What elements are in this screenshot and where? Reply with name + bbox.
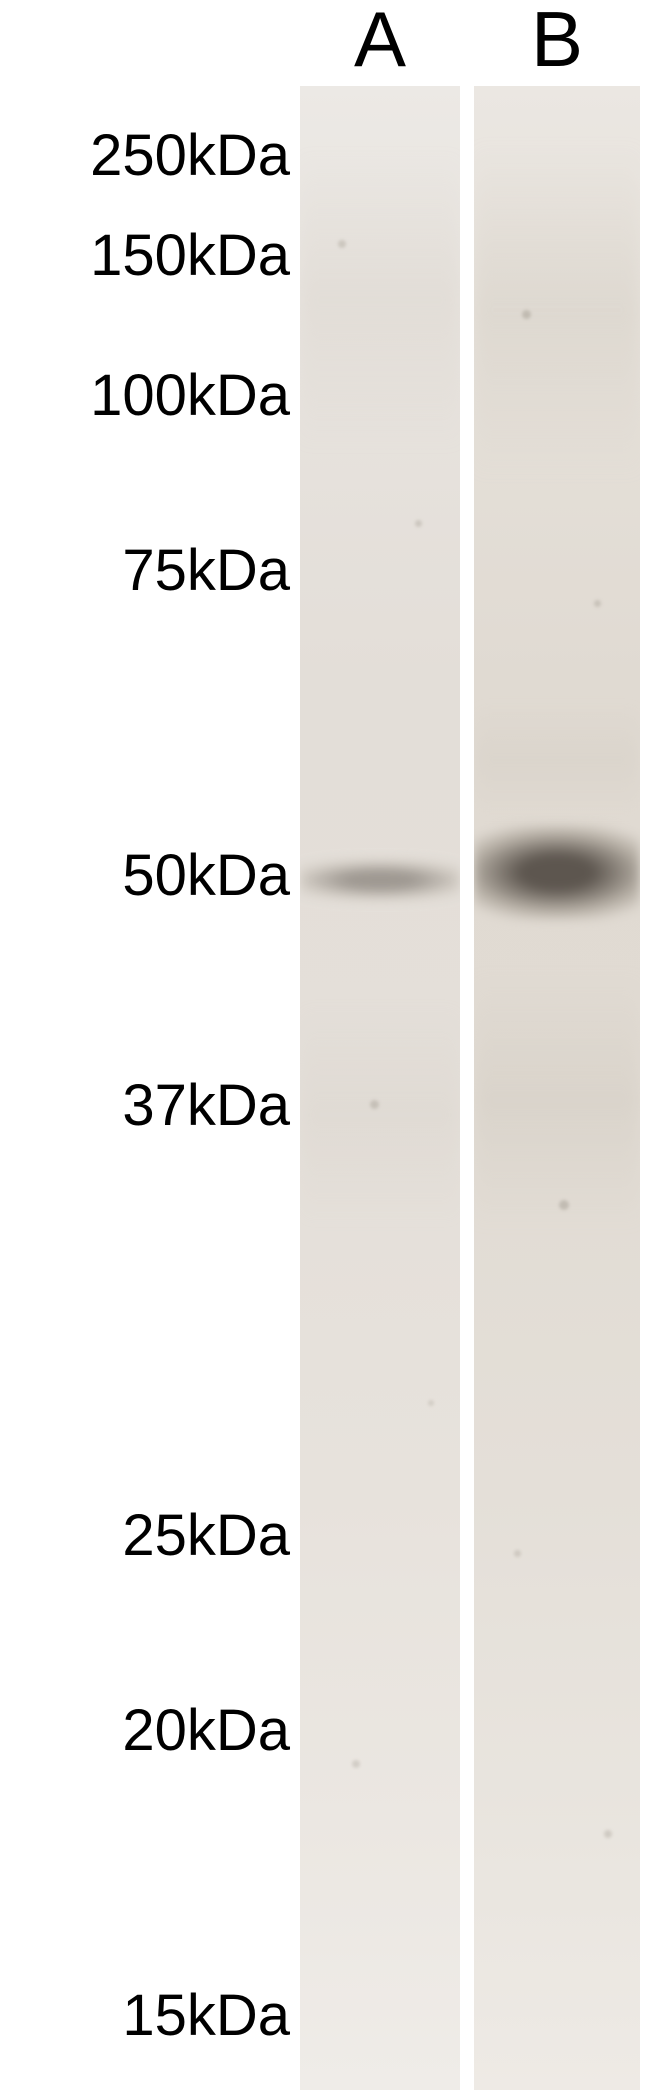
noise-speck (428, 1400, 434, 1406)
western-blot-figure: 250kDa 150kDa 100kDa 75kDa 50kDa 37kDa 25kDa 20… (0, 0, 650, 2090)
marker-label: 150kDa (0, 227, 290, 285)
protein-band (474, 825, 640, 920)
marker-label: 100kDa (0, 367, 290, 425)
lane-smear (474, 970, 640, 1230)
marker-label: 20kDa (0, 1702, 290, 1760)
noise-speck (338, 240, 346, 248)
lane-header: A (300, 0, 460, 78)
noise-speck (522, 310, 531, 319)
noise-speck (370, 1100, 379, 1109)
marker-label: 25kDa (0, 1507, 290, 1565)
marker-label: 250kDa (0, 127, 290, 185)
protein-band (300, 858, 460, 902)
noise-speck (604, 1830, 612, 1838)
marker-label: 50kDa (0, 847, 290, 905)
marker-label: 37kDa (0, 1077, 290, 1135)
noise-speck (559, 1200, 569, 1210)
lane-smear (300, 1000, 460, 1230)
lane-smear (300, 150, 460, 450)
noise-speck (594, 600, 601, 607)
marker-label: 15kDa (0, 1987, 290, 2045)
marker-label: 75kDa (0, 542, 290, 600)
lane-strip (300, 86, 460, 2090)
noise-speck (415, 520, 422, 527)
lane-smear (474, 700, 640, 820)
lane-smear (474, 140, 640, 480)
noise-speck (352, 1760, 360, 1768)
lane-strip (474, 86, 640, 2090)
noise-speck (514, 1550, 521, 1557)
lane-header: B (474, 0, 640, 78)
